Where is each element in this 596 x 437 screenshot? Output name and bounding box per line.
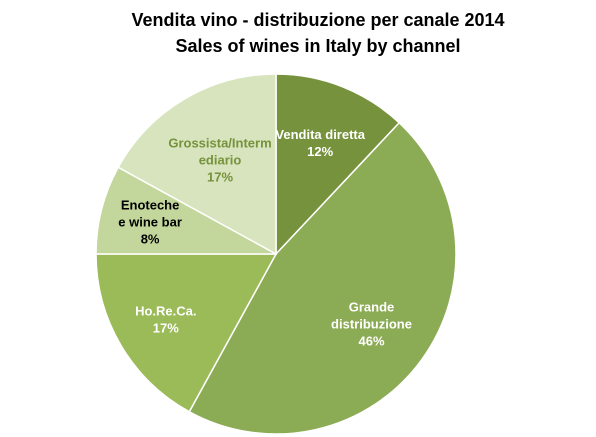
chart-title: Vendita vino - distribuzione per canale … xyxy=(131,10,504,30)
slice-category-label: Vendita diretta xyxy=(275,127,365,142)
pie-slice-3 xyxy=(95,166,277,255)
slice-label-4: Grossista/Interm ediario 17% xyxy=(168,135,271,184)
pie-slices xyxy=(95,73,457,435)
slice-value-label: 46% xyxy=(358,333,384,348)
slice-label-1: Grande distribuzione 46% xyxy=(331,299,412,348)
slice-category-label: Grossista/Interm xyxy=(168,135,271,150)
slice-category-label: distribuzione xyxy=(331,316,412,331)
slice-label-2: Ho.Re.Ca. 17% xyxy=(135,304,196,336)
slice-value-label: 12% xyxy=(307,144,333,159)
pie-slice-2 xyxy=(95,253,278,413)
slice-label-3: Enoteche e wine bar 8% xyxy=(118,198,182,247)
pie-slice-4 xyxy=(117,73,277,256)
slice-value-label: 17% xyxy=(153,321,179,336)
slice-category-label: Enoteche xyxy=(121,198,180,213)
pie-slice-0 xyxy=(275,73,401,256)
slice-label-0: Vendita diretta 12% xyxy=(275,127,365,159)
slice-value-label: 17% xyxy=(207,169,233,184)
slice-value-label: 8% xyxy=(141,232,160,247)
pie-slice-1 xyxy=(188,121,457,435)
chart-subtitle: Sales of wines in Italy by channel xyxy=(175,36,460,56)
slice-category-label: ediario xyxy=(199,152,242,167)
slice-category-label: Ho.Re.Ca. xyxy=(135,304,196,319)
pie-labels: Vendita diretta 12% Grande distribuzione 46%… xyxy=(118,127,412,349)
slice-category-label: Grande xyxy=(349,299,395,314)
slice-category-label: e wine bar xyxy=(118,215,182,230)
